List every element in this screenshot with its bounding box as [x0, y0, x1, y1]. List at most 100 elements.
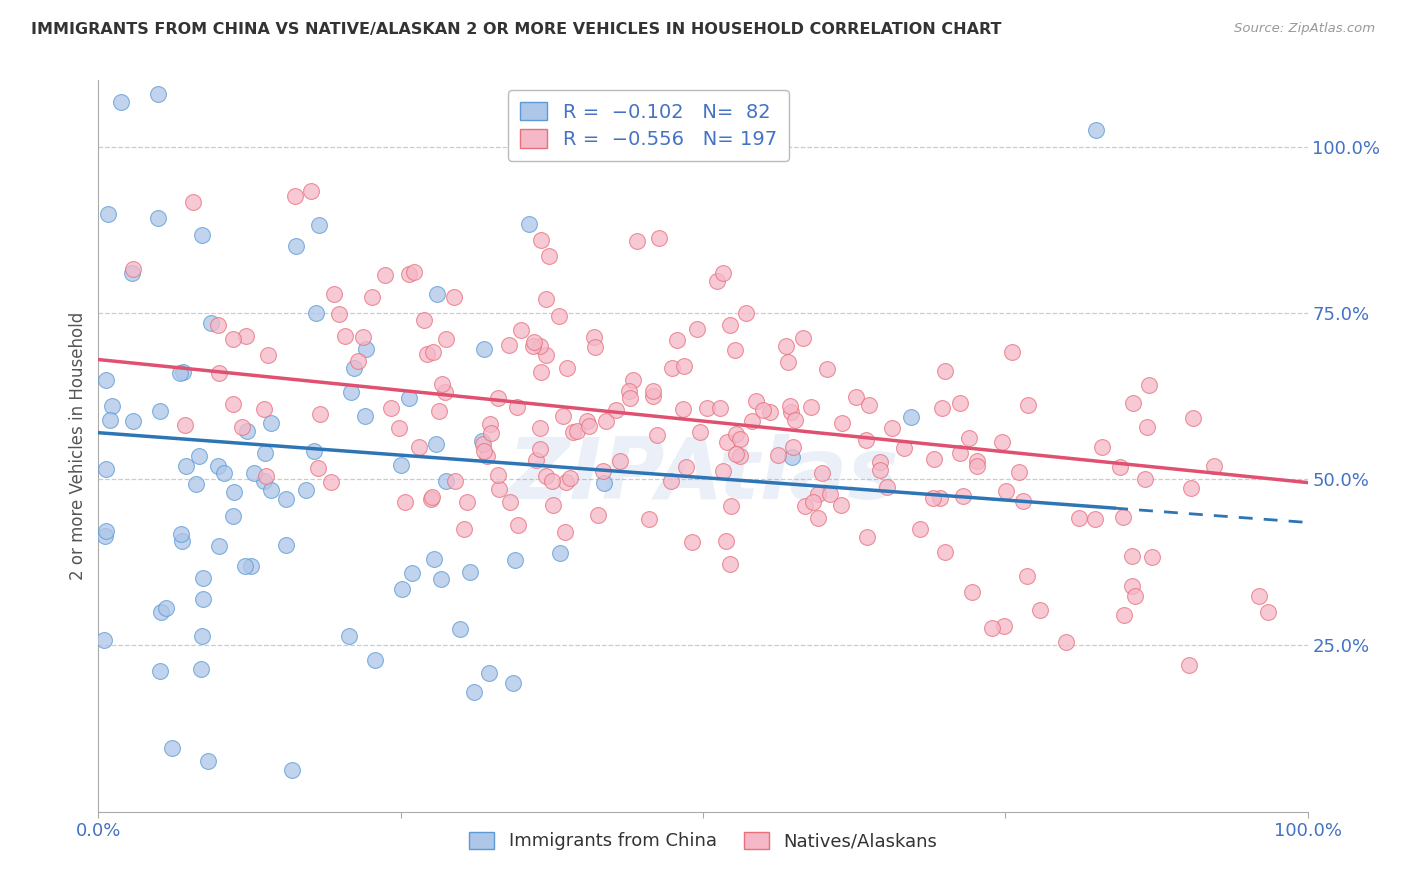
Point: [1247, 589, 1270, 603]
Point: [101, 399, 124, 413]
Point: [391, 582, 413, 597]
Point: [880, 421, 903, 435]
Point: [284, 188, 307, 202]
Point: [1137, 378, 1160, 392]
Point: [254, 469, 277, 483]
Point: [274, 492, 297, 507]
Point: [222, 397, 245, 411]
Point: [815, 362, 838, 376]
Point: [1112, 509, 1135, 524]
Point: [588, 508, 610, 522]
Point: [689, 425, 711, 439]
Point: [554, 475, 576, 490]
Point: [305, 306, 328, 320]
Point: [236, 424, 259, 438]
Point: [934, 545, 956, 559]
Point: [567, 425, 589, 439]
Point: [585, 340, 607, 354]
Point: [1204, 458, 1226, 473]
Point: [94, 524, 117, 538]
Point: [260, 483, 283, 498]
Point: [190, 662, 212, 676]
Point: [609, 453, 631, 467]
Point: [716, 434, 738, 449]
Point: [478, 666, 501, 681]
Point: [172, 534, 194, 549]
Point: [427, 404, 450, 418]
Point: [309, 407, 332, 421]
Point: [869, 463, 891, 477]
Point: [352, 330, 374, 344]
Point: [122, 414, 145, 428]
Point: [401, 566, 423, 581]
Point: [453, 522, 475, 536]
Point: [502, 676, 524, 690]
Point: [149, 664, 172, 678]
Point: [966, 454, 988, 468]
Point: [1112, 607, 1135, 622]
Point: [993, 619, 1015, 633]
Point: [856, 531, 879, 545]
Point: [1085, 123, 1108, 137]
Point: [408, 440, 430, 454]
Point: [783, 412, 806, 426]
Point: [100, 413, 122, 427]
Point: [728, 450, 751, 464]
Point: [524, 453, 547, 467]
Point: [536, 348, 558, 362]
Point: [240, 558, 263, 573]
Point: [285, 239, 308, 253]
Point: [184, 477, 207, 491]
Point: [274, 538, 297, 552]
Point: [818, 487, 841, 501]
Point: [623, 373, 645, 387]
Point: [648, 231, 671, 245]
Point: [752, 402, 775, 417]
Point: [498, 338, 520, 352]
Point: [855, 433, 877, 447]
Point: [426, 286, 449, 301]
Point: [893, 441, 915, 455]
Point: [994, 483, 1017, 498]
Point: [93, 632, 115, 647]
Point: [509, 323, 531, 337]
Point: [641, 389, 664, 403]
Point: [449, 622, 471, 636]
Point: [792, 331, 814, 345]
Text: IMMIGRANTS FROM CHINA VS NATIVE/ALASKAN 2 OR MORE VEHICLES IN HOUSEHOLD CORRELAT: IMMIGRANTS FROM CHINA VS NATIVE/ALASKAN …: [31, 22, 1001, 37]
Y-axis label: 2 or more Vehicles in Household: 2 or more Vehicles in Household: [69, 312, 87, 580]
Point: [555, 360, 578, 375]
Text: ZIPAtlas: ZIPAtlas: [508, 434, 898, 516]
Point: [402, 265, 425, 279]
Point: [724, 426, 747, 441]
Point: [1122, 396, 1144, 410]
Point: [191, 571, 214, 585]
Point: [811, 467, 834, 481]
Point: [522, 339, 544, 353]
Point: [782, 441, 804, 455]
Point: [643, 384, 665, 399]
Point: [479, 425, 502, 440]
Point: [96, 373, 118, 387]
Point: [478, 417, 501, 432]
Point: [434, 474, 457, 488]
Point: [548, 546, 571, 560]
Point: [505, 552, 527, 566]
Point: [420, 490, 443, 504]
Point: [1121, 549, 1143, 563]
Point: [661, 361, 683, 376]
Point: [94, 462, 117, 476]
Point: [308, 218, 330, 232]
Point: [775, 338, 797, 352]
Point: [471, 434, 494, 449]
Point: [845, 390, 868, 404]
Point: [323, 286, 346, 301]
Point: [488, 482, 510, 496]
Point: [222, 332, 245, 346]
Point: [672, 401, 695, 416]
Point: [876, 480, 898, 494]
Point: [477, 449, 499, 463]
Point: [780, 450, 803, 465]
Point: [560, 471, 582, 485]
Point: [505, 401, 527, 415]
